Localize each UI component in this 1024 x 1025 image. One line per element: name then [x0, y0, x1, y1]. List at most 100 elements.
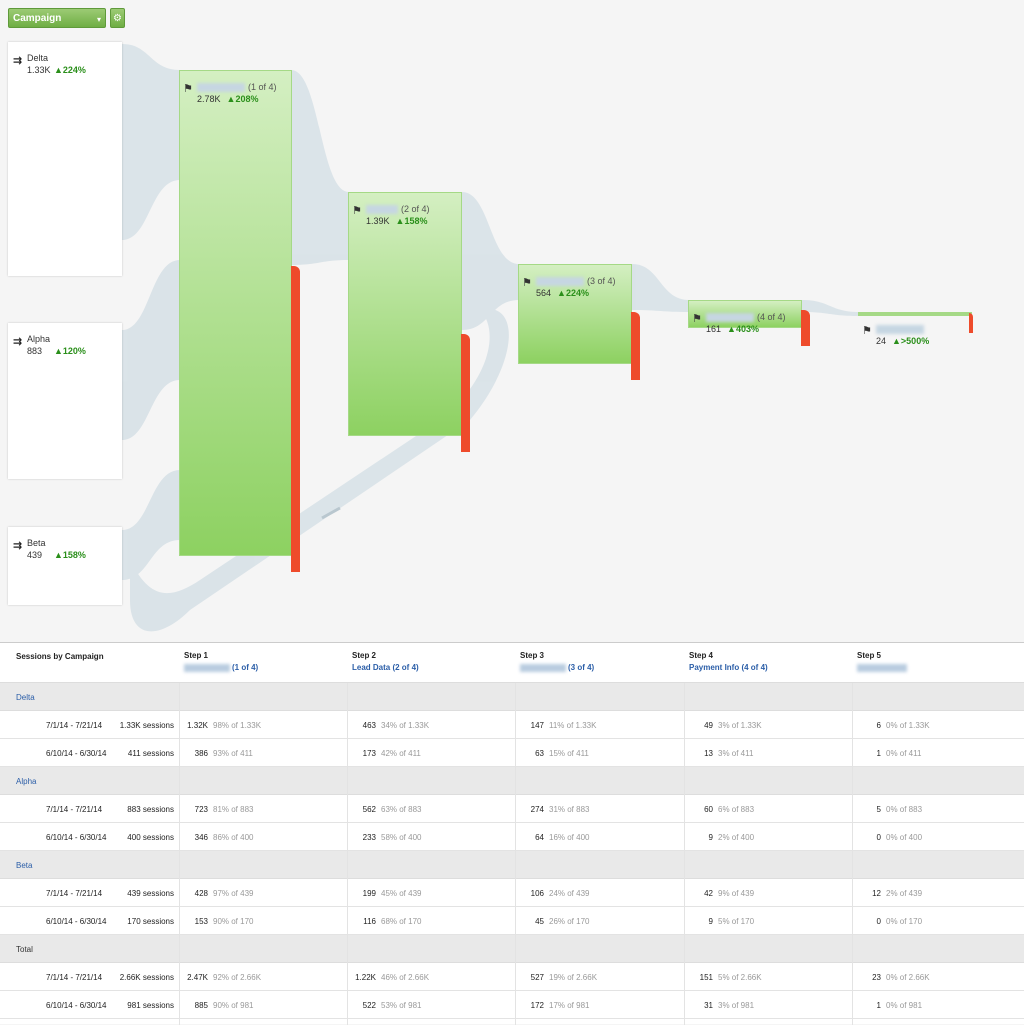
- step-cell: 5 0% of 883: [859, 805, 922, 814]
- step-value: 564: [536, 288, 552, 298]
- funnel-visualization: ⇉ Delta 1.33K ▲224% ⇉ Alpha 883 ▲120% ⇉ …: [8, 42, 973, 632]
- blurred-step-name: [366, 205, 398, 215]
- column-divider: [515, 683, 516, 1025]
- step-header-label: Step 2: [352, 651, 377, 660]
- funnel-step-5[interactable]: [858, 312, 972, 316]
- step-cell: 147 11% of 1.33K: [522, 721, 597, 730]
- sessions-table: Sessions by Campaign Step 1 (1 of 4) Ste…: [0, 642, 1024, 1025]
- flow-step2-to-step3: [462, 192, 519, 330]
- step-percent: 11% of 1.33K: [549, 721, 597, 730]
- table-row: 6/10/14 - 6/30/14 170 sessions 153 90% of 1…: [0, 907, 1024, 935]
- settings-button[interactable]: ⚙: [110, 8, 125, 28]
- step-percent: 2% of 439: [886, 889, 923, 898]
- step-header-link[interactable]: [857, 663, 909, 672]
- step-cell: 6 0% of 1.33K: [859, 721, 930, 730]
- step-cell: 233 58% of 400: [354, 833, 422, 842]
- dropoff-bar-step-2[interactable]: [461, 334, 470, 452]
- step-header-link[interactable]: Payment Info (4 of 4): [689, 663, 768, 672]
- table-header: Sessions by Campaign Step 1 (1 of 4) Ste…: [0, 643, 1024, 683]
- session-count: 883 sessions: [127, 805, 174, 814]
- step-count: 2.47K: [187, 973, 208, 982]
- table-row: 6/10/14 - 6/30/14 400 sessions 346 86% of 4…: [0, 823, 1024, 851]
- source-name: Delta: [27, 53, 49, 63]
- step-change: ▲>500%: [892, 336, 930, 346]
- step-percent: 46% of 2.66K: [381, 973, 430, 982]
- step-percent: 42% of 411: [381, 749, 421, 758]
- step-cell: 173 42% of 411: [354, 749, 421, 758]
- session-count: 411 sessions: [127, 749, 174, 758]
- step-position: (1 of 4): [248, 82, 277, 92]
- step-header-link[interactable]: (3 of 4): [520, 663, 594, 672]
- group-name[interactable]: Alpha: [16, 777, 37, 786]
- flow-step4-to-step5: [802, 300, 859, 316]
- step-count: 1: [876, 749, 881, 758]
- step-count: 723: [194, 805, 208, 814]
- dropoff-bar-step-5[interactable]: [969, 313, 973, 333]
- step-header-link[interactable]: Lead Data (2 of 4): [352, 663, 419, 672]
- dropoff-bar-step-4[interactable]: [801, 310, 810, 346]
- step-cell: 522 53% of 981: [354, 1001, 422, 1010]
- group-row: Delta: [0, 683, 1024, 711]
- step-value: 2.78K: [197, 94, 221, 104]
- step-cell: 172 17% of 981: [522, 1001, 590, 1010]
- source-card-alpha[interactable]: ⇉ Alpha 883 ▲120%: [8, 323, 122, 479]
- chevron-down-icon: ▾: [96, 15, 101, 24]
- source-card-delta[interactable]: ⇉ Delta 1.33K ▲224%: [8, 42, 122, 276]
- table-title: Sessions by Campaign: [16, 652, 104, 661]
- step-percent: 3% of 411: [718, 749, 754, 758]
- step-percent: 0% of 981: [886, 1001, 923, 1010]
- session-count: 439 sessions: [127, 889, 174, 898]
- flag-icon: ⚑: [522, 277, 532, 289]
- step-cell: 31 3% of 981: [691, 1001, 754, 1010]
- source-value: 883: [27, 346, 43, 356]
- step-cell: 1 0% of 411: [859, 749, 922, 758]
- step-count: 172: [530, 1001, 544, 1010]
- step-percent: 19% of 2.66K: [549, 973, 598, 982]
- step-cell: 13 3% of 411: [691, 749, 753, 758]
- step-count: 428: [194, 889, 208, 898]
- step-count: 0: [876, 917, 881, 926]
- step-cell: 49 3% of 1.33K: [691, 721, 762, 730]
- date-range: 6/10/14 - 6/30/14: [46, 917, 107, 926]
- step-percent: 3% of 981: [718, 1001, 755, 1010]
- step-position: (2 of 4): [401, 204, 430, 214]
- blurred-step-name: [536, 277, 584, 287]
- source-card-beta[interactable]: ⇉ Beta 439 ▲158%: [8, 527, 122, 605]
- dropoff-bar-step-3[interactable]: [631, 312, 640, 380]
- funnel-step-1[interactable]: [179, 70, 292, 556]
- flag-icon: ⚑: [692, 313, 702, 325]
- step-percent: 63% of 883: [381, 805, 422, 814]
- step-header-link[interactable]: (1 of 4): [184, 663, 258, 672]
- step-count: 116: [363, 917, 376, 926]
- step-position: (4 of 4): [757, 312, 786, 322]
- step-change: ▲158%: [395, 216, 428, 226]
- step-percent: 2% of 400: [718, 833, 755, 842]
- group-row: Beta: [0, 851, 1024, 879]
- step-count: 346: [194, 833, 208, 842]
- step-cell: 0 0% of 400: [859, 833, 922, 842]
- step-cell: 9 2% of 400: [691, 833, 754, 842]
- dimension-select[interactable]: Campaign ▾: [8, 8, 106, 28]
- step-percent: 3% of 1.33K: [718, 721, 762, 730]
- step-count: 9: [708, 833, 713, 842]
- dropoff-bar-step-1[interactable]: [291, 266, 300, 572]
- step-count: 199: [362, 889, 376, 898]
- step-value: 24: [876, 336, 887, 346]
- step-count: 45: [535, 917, 544, 926]
- step-percent: 92% of 2.66K: [213, 973, 262, 982]
- group-name[interactable]: Delta: [16, 693, 35, 702]
- step-count: 173: [362, 749, 376, 758]
- session-count: 1.33K sessions: [119, 721, 174, 730]
- step-percent: 24% of 439: [549, 889, 590, 898]
- step-percent: 17% of 981: [549, 1001, 590, 1010]
- step-count: 885: [194, 1001, 208, 1010]
- step-count: 13: [704, 749, 713, 758]
- funnel-step-2[interactable]: [348, 192, 462, 436]
- step-count: 522: [362, 1001, 376, 1010]
- group-name[interactable]: Beta: [16, 861, 33, 870]
- blurred-step-name: [876, 325, 924, 335]
- step-cell: 1.32K 98% of 1.33K: [186, 721, 261, 730]
- step-count: 386: [194, 749, 208, 758]
- date-range: 7/1/14 - 7/21/14: [46, 805, 103, 814]
- step-cell: 42 9% of 439: [691, 889, 754, 898]
